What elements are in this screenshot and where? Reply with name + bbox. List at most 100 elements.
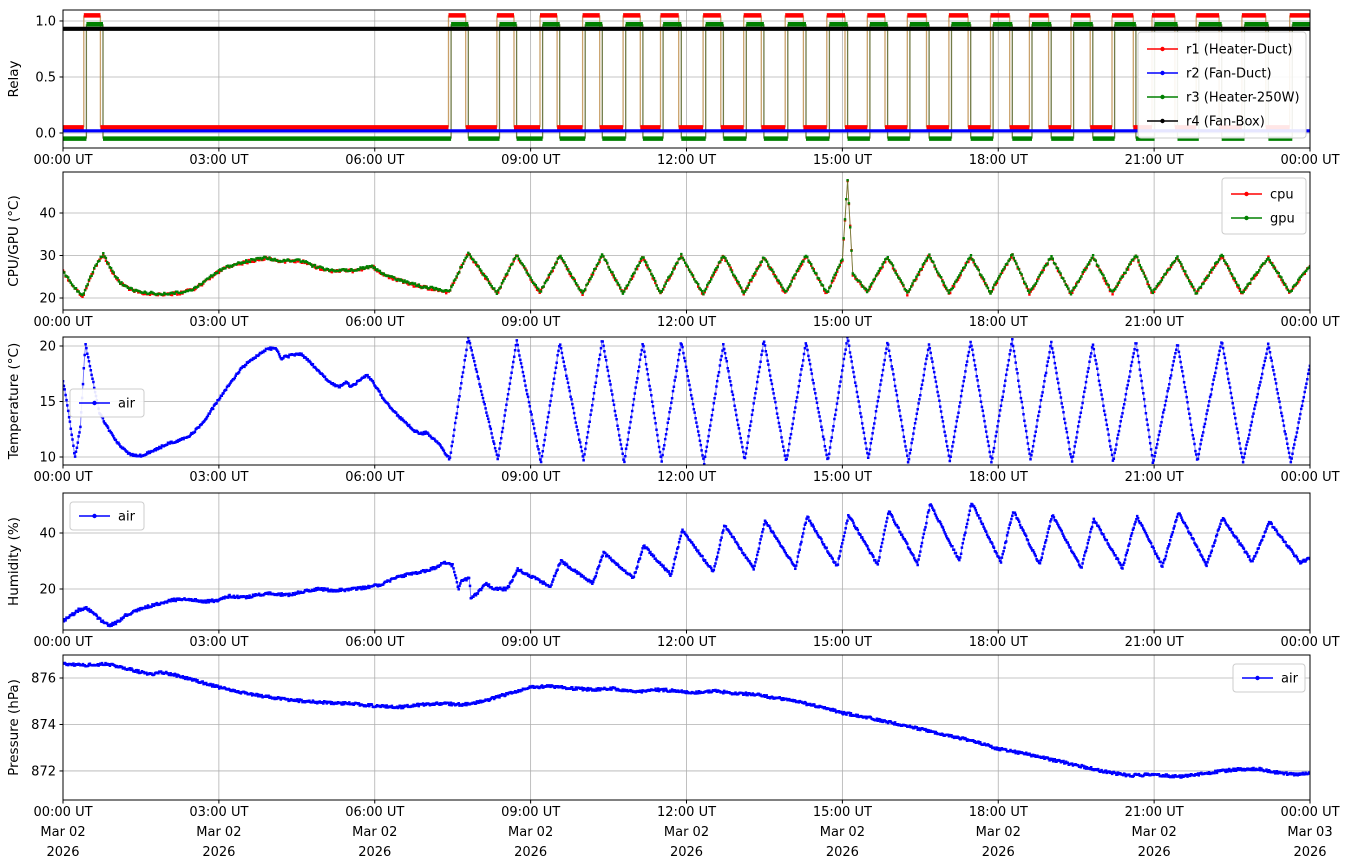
- ytick-label: 40: [39, 207, 56, 222]
- xtick-label: 00:00 UT: [33, 153, 92, 168]
- legend-humidity: air: [69, 501, 145, 531]
- xtick-label: 00:00 UT: [33, 635, 92, 650]
- ylabel-cpu_gpu: CPU/GPU (°C): [6, 195, 22, 286]
- xtick-label: 09:00 UT: [501, 470, 560, 485]
- legend-marker-sample: [1160, 46, 1165, 52]
- ytick-label: 20: [39, 292, 56, 307]
- legend-label: air: [118, 510, 136, 525]
- legend-marker-sample: [1244, 191, 1249, 197]
- xtick-label: 00:00 UT: [1280, 315, 1339, 330]
- xtick-label: 15:00 UT: [813, 470, 872, 485]
- xtick-date-label: Mar 03: [1287, 825, 1332, 840]
- legend-label: air: [118, 397, 136, 412]
- xtick-year-label: 2026: [826, 845, 859, 860]
- xtick-label: 03:00 UT: [189, 635, 248, 650]
- legend-marker-sample: [1160, 118, 1165, 124]
- xtick-year-label: 2026: [670, 845, 703, 860]
- panel-humidity: 20 40 00:00 UT 03:00 UT 06:00 UT 09:00 UT 12:0…: [6, 492, 1340, 650]
- series-r3: [63, 22, 1310, 141]
- tick-marks-temperature: [59, 345, 1311, 469]
- ylabel-humidity: Humidity (%): [6, 517, 22, 606]
- legend-marker-sample: [1160, 94, 1165, 100]
- xtick-date-label: Mar 02: [508, 825, 553, 840]
- xtick-label: 00:00 UT: [33, 805, 92, 820]
- xtick-label: 06:00 UT: [345, 315, 404, 330]
- xtick-label: 09:00 UT: [501, 315, 560, 330]
- legend-label: r1 (Heater-Duct): [1186, 43, 1292, 58]
- xtick-label: 06:00 UT: [345, 470, 404, 485]
- grid-temperature: [62, 337, 1311, 465]
- tick-marks-cpu_gpu: [59, 212, 1311, 314]
- panel-temperature: 10 15 20 00:00 UT 03:00 UT 06:00 UT 09:00 UT 12…: [6, 336, 1340, 485]
- xtick-label: 15:00 UT: [813, 805, 872, 820]
- xtick-date-label: Mar 02: [352, 825, 397, 840]
- xtick-date-label: Mar 02: [664, 825, 709, 840]
- panel-pressure: 872 874 876 00:00 UT 03:00 UT 06:00 UT 09:00 U…: [6, 654, 1340, 860]
- ylabel-pressure: Pressure (hPa): [6, 679, 22, 776]
- ytick-label: 1.0: [35, 14, 56, 29]
- xtick-label: 00:00 UT: [33, 470, 92, 485]
- legend-label: r2 (Fan-Duct): [1186, 67, 1272, 82]
- xtick-label: 03:00 UT: [189, 805, 248, 820]
- xtick-date-label: Mar 02: [976, 825, 1021, 840]
- ytick-label: 0.0: [35, 126, 56, 141]
- xtick-label: 12:00 UT: [657, 635, 716, 650]
- xtick-label: 06:00 UT: [345, 153, 404, 168]
- grid-cpu_gpu: [62, 172, 1311, 310]
- legend-label: r4 (Fan-Box): [1186, 115, 1265, 130]
- ytick-label: 20: [39, 583, 56, 598]
- ylabel-relay: Relay: [6, 60, 22, 97]
- xtick-label: 12:00 UT: [657, 805, 716, 820]
- xtick-label: 06:00 UT: [345, 635, 404, 650]
- legend-marker-sample: [92, 513, 97, 519]
- ytick-label: 10: [39, 451, 56, 466]
- tick-marks-humidity: [59, 532, 1311, 634]
- xtick-label: 00:00 UT: [33, 315, 92, 330]
- xtick-label: 00:00 UT: [1280, 470, 1339, 485]
- legend-marker-sample: [92, 400, 97, 406]
- xtick-label: 06:00 UT: [345, 805, 404, 820]
- xtick-label: 18:00 UT: [969, 315, 1028, 330]
- xtick-label: 00:00 UT: [1280, 805, 1339, 820]
- xtick-label: 03:00 UT: [189, 315, 248, 330]
- ytick-label: 874: [31, 718, 56, 733]
- panel-relay: 0.0 0.5 1.0 00:00 UT 03:00 UT 06:00 UT 09:00 U…: [6, 9, 1340, 168]
- xtick-label: 21:00 UT: [1125, 470, 1184, 485]
- legend-cpu_gpu: cpu gpu: [1221, 177, 1307, 235]
- ytick-label: 30: [39, 249, 56, 264]
- legend-label: gpu: [1270, 212, 1295, 227]
- ytick-label: 0.5: [35, 70, 56, 85]
- xtick-label: 09:00 UT: [501, 805, 560, 820]
- ytick-label: 872: [31, 764, 56, 779]
- legend-label: air: [1281, 672, 1299, 687]
- xtick-date-label: Mar 02: [196, 825, 241, 840]
- xtick-label: 15:00 UT: [813, 153, 872, 168]
- xtick-label: 03:00 UT: [189, 470, 248, 485]
- xtick-label: 12:00 UT: [657, 153, 716, 168]
- xtick-label: 12:00 UT: [657, 315, 716, 330]
- xtick-date-label: Mar 02: [40, 825, 85, 840]
- xtick-label: 18:00 UT: [969, 635, 1028, 650]
- legend-relay: r1 (Heater-Duct) r2 (Fan-Duct) r3 (Heater-…: [1137, 31, 1307, 139]
- ytick-label: 876: [31, 672, 56, 687]
- legend-temperature: air: [69, 388, 145, 418]
- ytick-label: 15: [39, 395, 56, 410]
- grid-relay: [62, 10, 1311, 148]
- xtick-label: 21:00 UT: [1125, 315, 1184, 330]
- tick-marks-pressure: [59, 677, 1311, 804]
- xtick-label: 21:00 UT: [1125, 635, 1184, 650]
- xtick-label: 09:00 UT: [501, 153, 560, 168]
- legend-pressure: air: [1232, 663, 1306, 693]
- xtick-label: 18:00 UT: [969, 805, 1028, 820]
- xtick-label: 00:00 UT: [1280, 635, 1339, 650]
- tick-marks-relay: [59, 20, 1311, 152]
- xtick-label: 03:00 UT: [189, 153, 248, 168]
- legend-marker-sample: [1160, 70, 1165, 76]
- xtick-label: 18:00 UT: [969, 470, 1028, 485]
- ylabel-temperature: Temperature (°C): [6, 343, 22, 461]
- grid-humidity: [62, 493, 1311, 630]
- xtick-year-label: 2026: [1138, 845, 1171, 860]
- xtick-label: 18:00 UT: [969, 153, 1028, 168]
- panel-cpu_gpu: 20 30 40 00:00 UT 03:00 UT 06:00 UT 09:00 UT 12…: [6, 171, 1340, 330]
